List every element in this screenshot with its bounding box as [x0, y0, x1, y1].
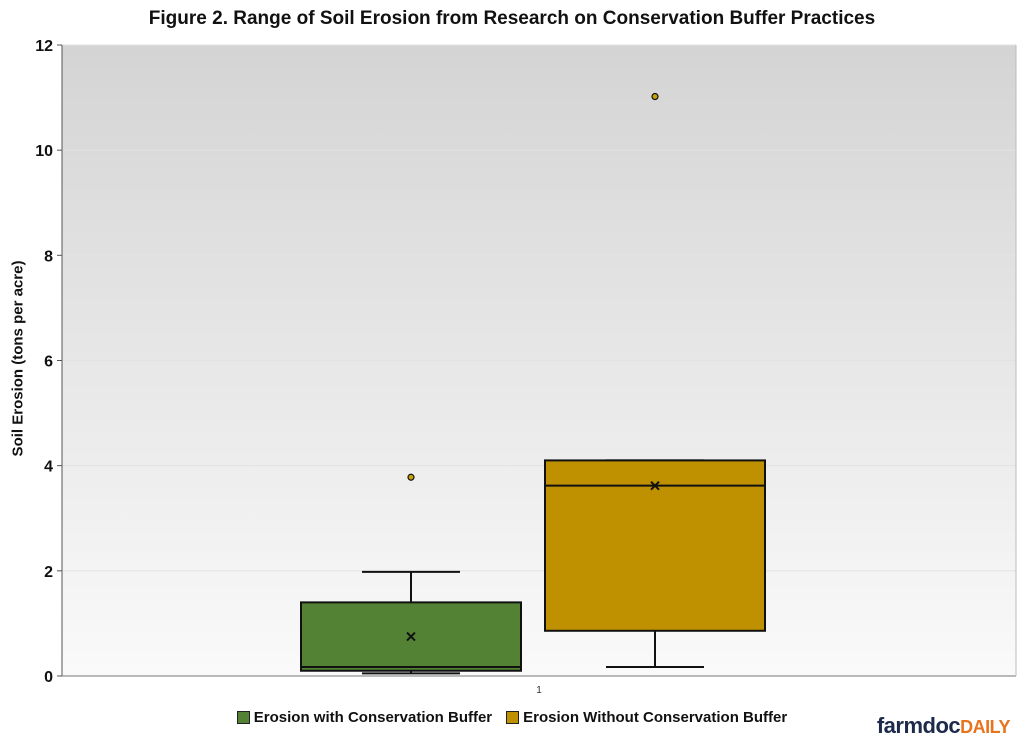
y-tick-label: 6 [44, 354, 53, 371]
box [544, 459, 766, 632]
chart-title: Figure 2. Range of Soil Erosion from Res… [148, 8, 876, 29]
mean-marker [406, 631, 416, 642]
y-tick-label: 10 [35, 143, 53, 160]
y-tick-label: 0 [44, 669, 53, 686]
y-tick-label: 4 [44, 459, 53, 476]
farmdoc-daily-logo: farmdocDAILY [876, 713, 1011, 738]
outlier-point [651, 92, 659, 101]
legend-label: Erosion with Conservation Buffer [253, 709, 493, 726]
outlier-point [407, 473, 415, 481]
mean-marker [650, 480, 660, 491]
legend-swatch [236, 711, 250, 724]
legend-swatch [506, 711, 520, 724]
y-tick-label: 8 [44, 248, 53, 265]
legend-item-with-buffer[interactable]: Erosion with Conservation Buffer [236, 709, 493, 726]
y-tick-label: 2 [44, 564, 53, 581]
legend-item-without-buffer[interactable]: Erosion Without Conservation Buffer [506, 709, 787, 726]
legend-label: Erosion Without Conservation Buffer [523, 709, 788, 726]
x-tick-label: 1 [536, 685, 542, 696]
legend: Erosion with Conservation Buffer Erosion… [0, 709, 1024, 726]
y-tick-label: 12 [35, 38, 53, 55]
